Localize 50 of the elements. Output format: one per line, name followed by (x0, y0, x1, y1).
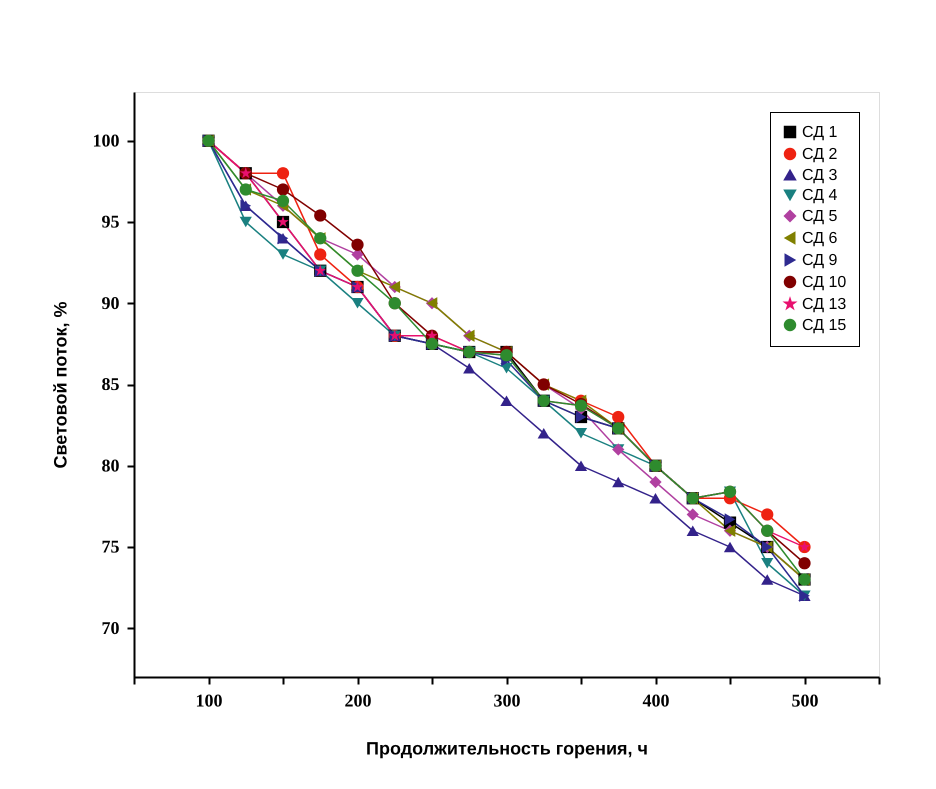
point (351, 238, 364, 251)
y-tick-label: 80 (102, 455, 120, 476)
x-tick-label: 400 (642, 690, 670, 710)
x-tick-label: 500 (792, 690, 818, 710)
point (724, 513, 736, 526)
y-tick-label: 85 (102, 374, 120, 394)
point (276, 167, 290, 180)
x-axis-title: Продолжительность горения, ч (366, 738, 648, 758)
point (538, 428, 550, 439)
legend-label: СД 1 (802, 124, 838, 141)
point (314, 209, 326, 222)
legend-label: СД 2 (802, 146, 838, 163)
point (314, 248, 326, 261)
x-tick-label: 300 (494, 690, 520, 710)
y-tick-label: 70 (102, 618, 120, 638)
y-axis-title: Световой поток, % (50, 301, 70, 469)
point (649, 476, 662, 488)
point (463, 362, 476, 374)
point (686, 508, 699, 521)
y-tick-label: 95 (102, 212, 120, 232)
point (724, 542, 736, 552)
point (276, 183, 290, 196)
point (351, 298, 364, 309)
point (574, 428, 588, 439)
legend-label: СД 5 (802, 208, 838, 225)
point (798, 557, 811, 570)
y-tick-label: 75 (102, 536, 120, 556)
point (761, 508, 774, 521)
legend-label: СД 3 (802, 167, 838, 184)
point (574, 460, 588, 472)
point (276, 194, 290, 207)
legend-label: СД 9 (802, 252, 838, 269)
legend-label: СД 13 (802, 296, 846, 313)
point (649, 492, 662, 504)
x-tick-label: 100 (196, 690, 222, 710)
legend-label: СД 6 (802, 230, 838, 247)
y-tick-label: 90 (102, 292, 120, 313)
point (276, 249, 290, 260)
legend-label: СД 10 (802, 274, 846, 291)
y-tick-label: 100 (92, 130, 120, 150)
point (612, 410, 624, 424)
point (500, 395, 513, 406)
legend-label: СД 4 (802, 187, 838, 204)
point (612, 476, 624, 488)
point (686, 525, 699, 536)
point (761, 558, 774, 569)
point (761, 574, 774, 585)
legend-label: СД 15 (802, 317, 846, 334)
point (240, 216, 252, 228)
x-tick-label: 200 (344, 690, 372, 710)
